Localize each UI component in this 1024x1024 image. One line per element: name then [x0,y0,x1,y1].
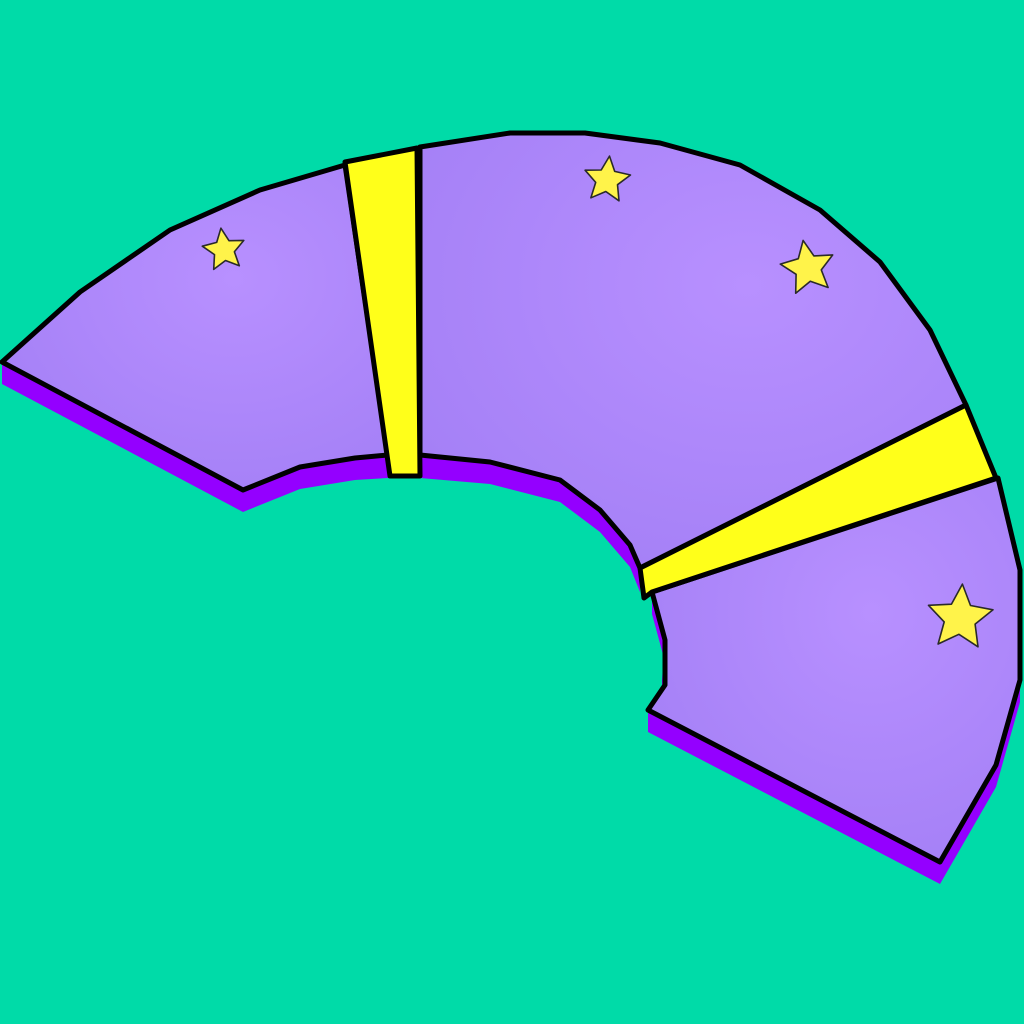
star-icon[interactable] [927,583,994,648]
track-top [0,130,1023,865]
segment-right[interactable] [645,475,1023,865]
star-icon[interactable] [779,239,834,295]
star-icon[interactable] [201,227,245,271]
side-right-bottom [648,710,940,884]
divider-top[interactable] [342,145,423,479]
divider-right[interactable] [637,402,999,601]
side-right-inner [652,592,665,702]
segment-middle[interactable] [417,130,969,571]
track-side [2,362,1020,884]
stars [201,155,994,648]
star-icon[interactable] [584,155,632,202]
side-left-outer [2,362,243,512]
side-middle-inner [420,456,640,592]
track-dividers [342,145,999,601]
side-left-inner [243,456,388,512]
side-right-outer [940,680,1020,884]
